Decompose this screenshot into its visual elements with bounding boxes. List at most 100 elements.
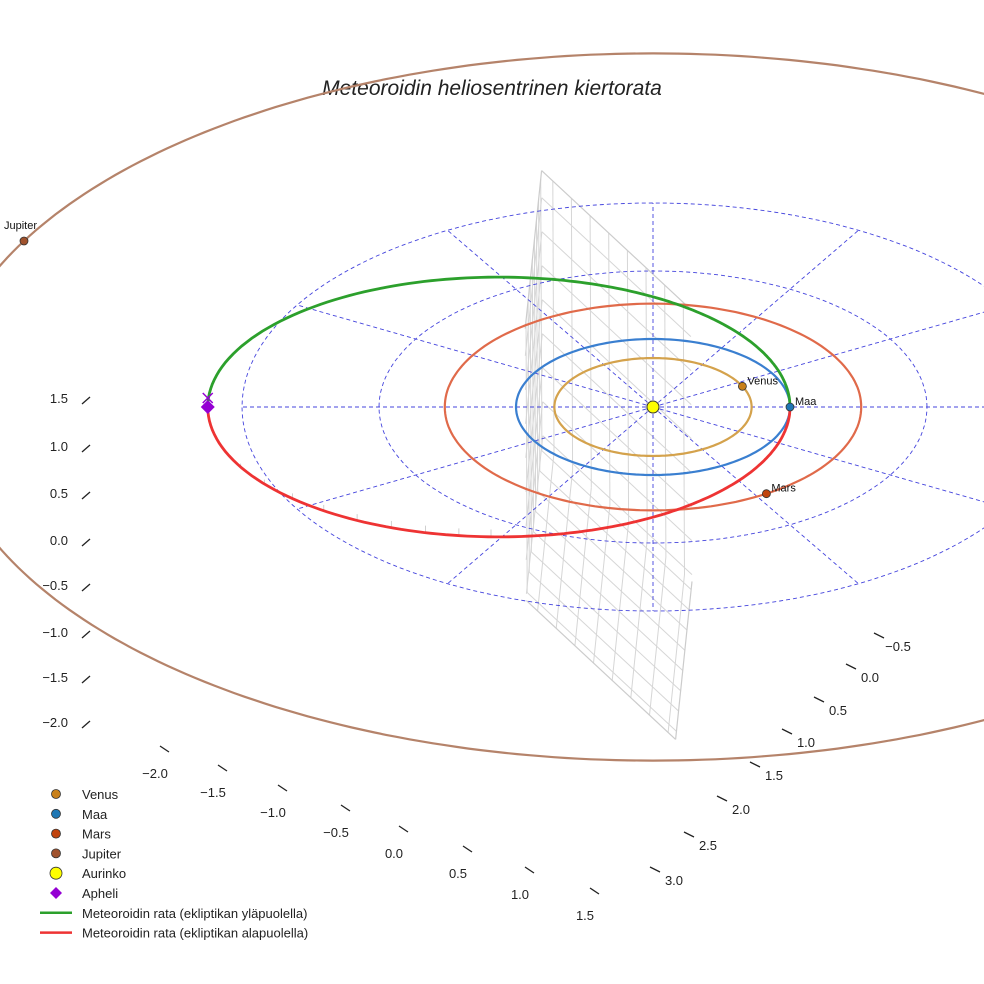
grid-line xyxy=(525,367,543,526)
z-tick-label: 1.0 xyxy=(50,439,68,454)
z-tick-mark xyxy=(81,630,91,639)
y-tick-mark xyxy=(845,663,857,670)
grid-line xyxy=(630,539,648,698)
ecliptic-spoke xyxy=(652,406,984,503)
grid-line xyxy=(542,435,693,575)
chart-title: Meteoroidin heliosentrinen kiertorata xyxy=(322,77,662,100)
grid-line xyxy=(593,505,611,664)
legend-swatch xyxy=(51,789,61,799)
z-tick-mark xyxy=(81,675,91,684)
ecliptic-ring xyxy=(241,202,984,612)
z-tick-mark xyxy=(81,583,91,592)
mars-marker xyxy=(762,489,771,499)
legend-swatch xyxy=(51,808,61,819)
y-tick-mark xyxy=(873,632,885,639)
axis-edge xyxy=(524,170,543,329)
planet-orbits xyxy=(443,302,863,512)
z-tick-mark xyxy=(81,720,91,729)
grid-line xyxy=(682,302,685,575)
meteoroid-orbit-below xyxy=(206,406,792,539)
grid-line xyxy=(555,470,574,629)
grid-line xyxy=(525,265,543,424)
x-tick-label: 0.5 xyxy=(449,866,467,881)
grid-line xyxy=(525,401,544,560)
legend-swatch xyxy=(51,828,61,839)
z-tick-mark xyxy=(81,396,91,405)
legend-label: Aurinko xyxy=(82,866,126,881)
jupiter-label: Jupiter xyxy=(4,220,37,232)
grid-line xyxy=(542,367,692,507)
aphelion-cross xyxy=(202,392,214,404)
grid-line xyxy=(533,531,684,671)
z-tick-label: −2.0 xyxy=(42,715,68,730)
maa-label: Maa xyxy=(795,396,817,408)
y-tick-label: 3.0 xyxy=(665,873,683,888)
grid-line xyxy=(526,592,677,732)
planet-markers: Venus Maa Mars Jupiter xyxy=(4,220,817,499)
legend-swatch xyxy=(51,848,61,859)
z-tick-label: 0.0 xyxy=(50,533,68,548)
x-tick-label: 1.0 xyxy=(511,887,529,902)
axis-edge xyxy=(541,170,692,310)
axis-edge xyxy=(675,581,693,740)
z-tick-label: −1.5 xyxy=(42,670,68,685)
x-tick-label: −0.5 xyxy=(323,825,349,840)
z-tick-label: −1.0 xyxy=(42,625,68,640)
y-tick-label: 1.5 xyxy=(765,768,783,783)
grid-line xyxy=(537,490,688,631)
grid-line xyxy=(541,450,692,590)
ecliptic-spoke xyxy=(652,406,859,585)
x-tick-mark xyxy=(217,764,228,772)
legend-label: Apheli xyxy=(82,886,118,901)
sun-marker xyxy=(646,400,660,414)
grid-line xyxy=(525,320,528,593)
y-tick-mark xyxy=(683,831,695,838)
venus-marker xyxy=(738,381,747,391)
y-tick-label: 1.0 xyxy=(797,735,815,750)
jupiter-marker xyxy=(19,236,29,246)
ecliptic-spoke xyxy=(652,311,984,408)
grid-line xyxy=(540,178,543,451)
legend-swatch xyxy=(49,866,63,880)
y-tick-mark xyxy=(749,761,761,768)
legend-label: Meteoroidin rata (ekliptikan yläpuolella… xyxy=(82,906,307,921)
x-tick-label: −2.0 xyxy=(142,766,168,781)
grid-line xyxy=(626,250,630,523)
legend-label: Venus xyxy=(82,787,119,802)
axis-grid xyxy=(524,170,693,740)
z-tick-label: 1.5 xyxy=(50,391,68,406)
grid-line xyxy=(538,198,541,472)
y-tick-label: −0.5 xyxy=(885,639,911,654)
grid-line xyxy=(541,197,692,337)
y-tick-label: 2.0 xyxy=(732,802,750,817)
maa-marker xyxy=(785,402,795,412)
grid-line xyxy=(589,215,592,488)
grid-line xyxy=(541,299,692,439)
ecliptic-spoke xyxy=(296,304,654,408)
y-tick-label: 0.0 xyxy=(861,670,879,685)
z-tick-mark xyxy=(81,444,91,453)
grid-line xyxy=(525,299,543,458)
grid-line xyxy=(611,522,630,681)
grid-line xyxy=(645,267,648,540)
legend-swatch xyxy=(50,887,62,899)
grid-line xyxy=(649,557,667,716)
y-tick-label: 2.5 xyxy=(699,838,717,853)
grid-line xyxy=(531,259,534,532)
venus-orbit xyxy=(553,356,753,458)
grid-line xyxy=(539,470,690,611)
legend: Venus Maa Mars Jupiter Aurinko Apheli Meteoroi… xyxy=(40,787,308,941)
grid-line xyxy=(541,333,692,473)
x-tick-mark xyxy=(524,866,535,874)
legend-label: Meteoroidin rata (ekliptikan alapuolella… xyxy=(82,926,308,941)
axis-ticks: 1.5 1.0 0.5 0.0 −0.5 −1.0 −1.5 −2.0 −2.0 −1.5 −1.0… xyxy=(42,391,911,923)
legend-label: Jupiter xyxy=(82,846,122,861)
x-tick-label: −1.0 xyxy=(260,805,286,820)
ecliptic-ring xyxy=(378,270,928,544)
x-tick-mark xyxy=(589,887,600,895)
y-tick-mark xyxy=(649,866,661,873)
y-tick-mark xyxy=(781,728,793,735)
x-tick-label: 0.0 xyxy=(385,846,403,861)
maa-orbit xyxy=(514,337,792,477)
